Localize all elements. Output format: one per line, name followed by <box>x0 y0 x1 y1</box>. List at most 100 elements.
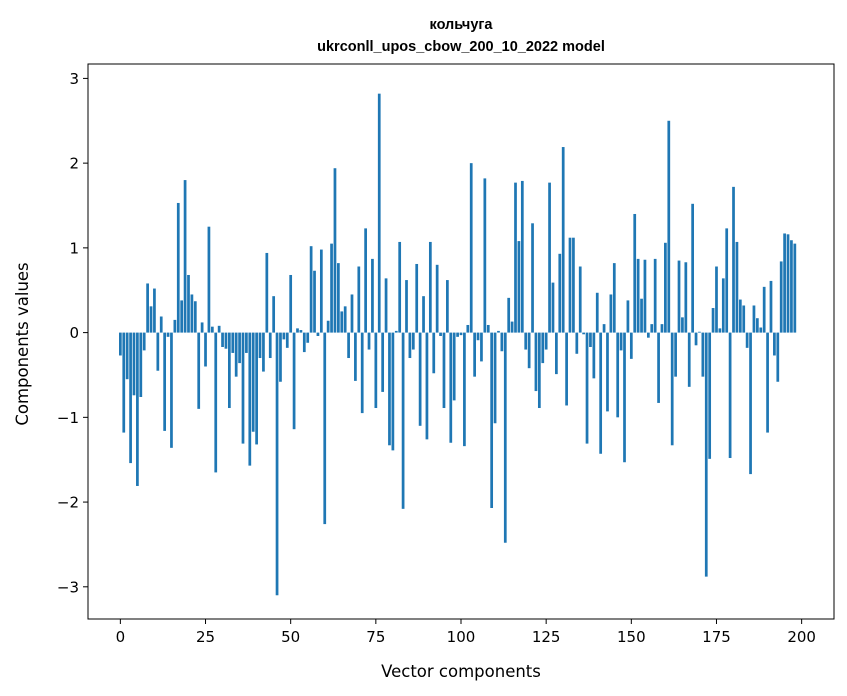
bar <box>210 326 214 333</box>
bar <box>129 332 132 464</box>
bar <box>170 332 173 448</box>
bar <box>524 332 528 350</box>
bar <box>551 282 555 333</box>
plot-frame <box>87 63 835 620</box>
bar <box>422 296 425 333</box>
bar <box>214 332 218 473</box>
bar <box>398 241 402 333</box>
bar <box>347 332 350 359</box>
bar <box>439 332 442 336</box>
bar <box>142 332 146 351</box>
bar <box>657 332 660 403</box>
bar <box>745 332 749 348</box>
bar <box>428 241 432 333</box>
bar <box>381 332 385 392</box>
bar <box>486 324 490 333</box>
bar <box>704 332 708 577</box>
bar <box>718 328 722 333</box>
bar <box>503 332 507 543</box>
bar <box>136 332 139 486</box>
bar <box>715 266 718 333</box>
bar <box>238 332 241 364</box>
bar <box>326 320 330 333</box>
bar <box>449 332 453 443</box>
bar <box>517 241 521 333</box>
bar <box>534 332 538 392</box>
bar <box>660 324 664 333</box>
bar <box>776 332 780 382</box>
bar <box>561 147 565 333</box>
bar <box>224 332 228 349</box>
bar <box>544 332 548 350</box>
bars-layer <box>119 93 797 596</box>
bar <box>759 327 763 333</box>
bar <box>681 317 684 333</box>
bar <box>476 332 480 341</box>
bar <box>248 332 252 466</box>
y-tick-label: −2 <box>57 494 79 512</box>
bar <box>589 332 592 347</box>
bar <box>432 332 436 374</box>
x-axis-label: Vector components <box>381 662 541 681</box>
bar <box>653 258 657 333</box>
bar <box>565 332 568 406</box>
y-tick-label: 2 <box>69 155 79 173</box>
bar <box>357 266 361 333</box>
bar <box>313 270 316 333</box>
bar <box>282 332 286 340</box>
bar <box>466 324 470 333</box>
bar <box>602 324 606 333</box>
bar <box>319 249 323 333</box>
bar <box>783 233 786 333</box>
bar <box>575 332 579 354</box>
bar <box>394 330 398 333</box>
bar <box>323 332 327 525</box>
bar <box>221 332 224 347</box>
bar <box>337 263 340 333</box>
bar <box>592 332 596 379</box>
bar <box>629 332 633 359</box>
bar <box>585 332 589 444</box>
bar <box>183 180 187 333</box>
bar <box>623 332 626 463</box>
bar <box>289 274 293 333</box>
bar <box>779 261 783 333</box>
bar <box>650 324 654 333</box>
bar <box>333 168 337 333</box>
bar <box>384 278 388 333</box>
bar <box>752 305 756 333</box>
bar <box>197 332 201 409</box>
bar <box>456 332 459 337</box>
bar <box>670 332 674 446</box>
bar <box>725 228 729 333</box>
bar <box>231 332 235 353</box>
bar <box>255 332 258 445</box>
bar <box>156 332 160 371</box>
bar <box>405 280 408 333</box>
bar <box>531 223 534 333</box>
bar <box>742 305 746 333</box>
bar <box>228 332 231 409</box>
bar <box>769 280 773 333</box>
bar <box>425 332 429 440</box>
bar <box>578 266 582 333</box>
bar <box>609 294 613 333</box>
bar <box>119 332 122 356</box>
bar <box>377 93 381 333</box>
bar <box>452 332 456 401</box>
bar <box>646 332 650 338</box>
x-tick-label: 100 <box>447 628 476 646</box>
x-tick-label: 175 <box>702 628 731 646</box>
bar <box>510 321 514 333</box>
bar <box>442 332 446 409</box>
bar <box>701 332 705 377</box>
bar <box>262 332 265 372</box>
bar <box>500 332 504 352</box>
bar <box>616 332 620 418</box>
bar <box>493 332 497 424</box>
bar <box>374 332 378 409</box>
bar <box>537 332 541 409</box>
bar <box>738 299 742 333</box>
y-axis-ticks: −3 −2 −1 0 1 2 3 <box>57 70 88 596</box>
bar <box>176 202 180 333</box>
